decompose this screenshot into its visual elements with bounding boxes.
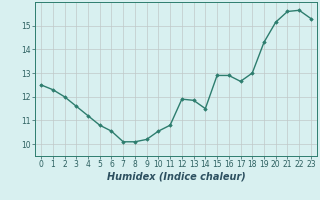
X-axis label: Humidex (Indice chaleur): Humidex (Indice chaleur) [107,172,245,182]
